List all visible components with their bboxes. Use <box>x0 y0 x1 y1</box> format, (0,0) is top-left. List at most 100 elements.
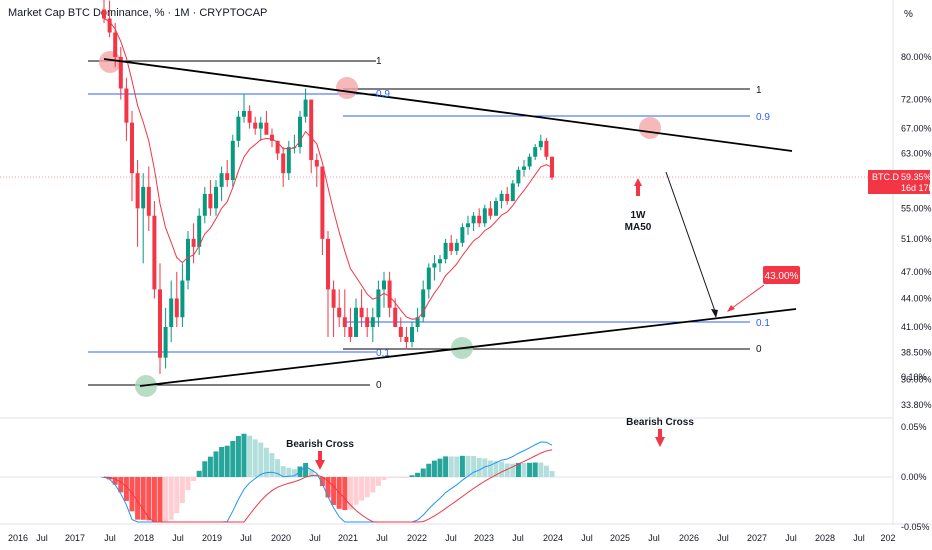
candle-body <box>337 307 342 318</box>
osc-y-tick-label: 0.05% <box>901 422 927 432</box>
fib-label-0-right: 0 <box>756 344 762 355</box>
histogram-bar <box>258 442 264 477</box>
bearish-cross-arrow-1 <box>315 451 325 470</box>
candle-body <box>510 183 515 202</box>
x-tick-label: Jul <box>376 533 388 543</box>
x-tick-label: Jul <box>104 533 116 543</box>
osc-y-tick-label: 0.10% <box>901 372 927 382</box>
candle-body <box>533 147 538 157</box>
candle-body <box>348 326 353 337</box>
candle-body <box>404 336 409 343</box>
x-tick-label: 2016 <box>8 533 28 543</box>
candle-body <box>326 238 330 290</box>
histogram-bar <box>549 471 555 477</box>
histogram-bar <box>521 463 527 477</box>
candle-body <box>370 317 375 327</box>
histogram-bar <box>431 460 437 477</box>
histogram-bar <box>532 462 538 477</box>
histogram-bar <box>499 461 505 477</box>
histogram-bar <box>179 477 185 504</box>
histogram-bar <box>252 439 258 477</box>
candle-body <box>354 307 358 337</box>
histogram-bar <box>543 465 549 477</box>
target-pointer-line <box>727 284 765 312</box>
price-tag-value: 59.35% <box>901 172 932 182</box>
histogram-bar <box>157 477 163 522</box>
histogram-bar <box>454 456 460 477</box>
x-tick-label: Jul <box>240 533 252 543</box>
y-tick-label: 72.00% <box>901 95 932 105</box>
x-tick-label: Jul <box>172 533 184 543</box>
x-tick-label: Jul <box>581 533 593 543</box>
histogram-bar <box>392 477 398 478</box>
histogram-bar <box>415 472 421 477</box>
y-tick-label: 55.00% <box>901 203 932 213</box>
highlight-circle <box>639 117 661 139</box>
fib-label-top-right: 1 <box>756 85 762 96</box>
candle-body <box>494 201 498 216</box>
candle-body <box>331 289 336 308</box>
currency-label: % <box>904 9 913 20</box>
histogram-bar <box>375 477 381 486</box>
histogram-bar <box>331 477 337 505</box>
histogram-bar <box>448 456 454 477</box>
histogram-bar <box>146 477 152 521</box>
candle-body <box>230 140 235 180</box>
histogram-bar <box>319 477 325 487</box>
x-tick-label: Jul <box>445 533 457 543</box>
x-tick-label: Jul <box>512 533 524 543</box>
candle-body <box>410 326 414 343</box>
candle-body <box>482 208 487 224</box>
histogram-bar <box>303 462 309 477</box>
candle-body <box>169 298 174 327</box>
candle-body <box>219 173 224 187</box>
histogram-bar <box>129 477 135 512</box>
histogram-bar <box>538 462 544 477</box>
histogram-bar <box>342 477 348 511</box>
candle-body <box>387 280 392 308</box>
histogram-bar <box>185 477 191 491</box>
candle-body <box>197 215 202 247</box>
y-tick-label: 33.80% <box>901 400 932 410</box>
candle-body <box>314 159 319 167</box>
projection-arrow-line <box>665 171 717 315</box>
candle-body <box>191 238 196 247</box>
x-tick-label: 2027 <box>747 533 767 543</box>
projection-arrow-head <box>711 309 718 318</box>
histogram-bar <box>140 477 146 520</box>
histogram-bar <box>269 453 275 477</box>
ma-up-arrow <box>634 178 642 196</box>
candle-body <box>393 307 398 327</box>
x-tick-label: Jul <box>853 533 865 543</box>
histogram-bar <box>515 462 521 477</box>
x-tick-label: Jul <box>717 533 729 543</box>
candle-body <box>309 99 314 160</box>
candle-body <box>359 307 364 318</box>
histogram-bar <box>359 477 365 501</box>
highlight-circles <box>99 51 661 397</box>
candle-body <box>538 140 543 148</box>
ma-line <box>103 18 553 320</box>
candle-body <box>454 242 459 251</box>
y-tick-label: 36.00% <box>901 375 932 385</box>
candle-body <box>365 317 370 327</box>
osc-y-tick-label: -0.05% <box>901 522 930 532</box>
histogram-bar <box>504 463 510 477</box>
x-tick-label: 2026 <box>679 533 699 543</box>
histogram-bar <box>510 463 516 477</box>
candle-body <box>118 57 123 89</box>
candle-body <box>438 259 442 264</box>
trend-lines <box>103 58 797 387</box>
candle-body <box>264 122 269 135</box>
fib-label-09-left: 0.9 <box>376 89 390 100</box>
histogram-bar <box>471 456 477 477</box>
y-tick-label: 44.00% <box>901 293 932 303</box>
candle-body <box>163 326 168 358</box>
candle-body <box>208 193 213 209</box>
ma-label-timeframe: 1W <box>631 210 647 221</box>
candle-body <box>158 289 162 358</box>
candle-body <box>286 147 291 174</box>
candle-body <box>107 18 112 33</box>
candle-body <box>382 280 386 290</box>
